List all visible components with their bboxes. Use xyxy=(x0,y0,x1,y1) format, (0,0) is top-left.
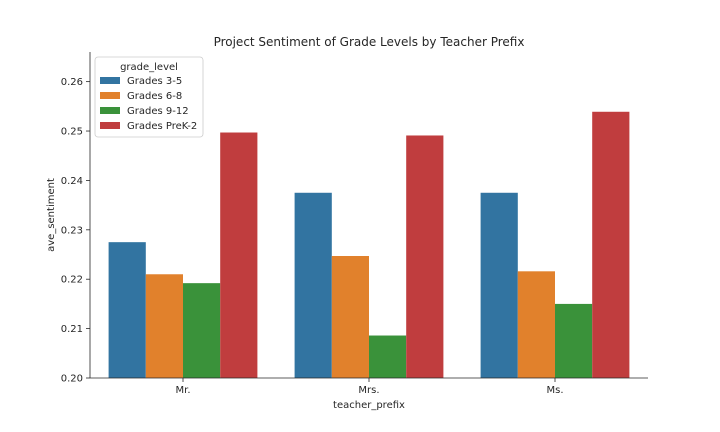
y-tick-label: 0.26 xyxy=(61,77,83,88)
bar-grades-3-5-mr xyxy=(108,242,146,378)
y-axis: 0.20 0.21 0.22 0.23 0.24 0.25 0.26 xyxy=(61,77,90,385)
bar-grades-6-8-mrs xyxy=(331,256,369,378)
legend-swatch xyxy=(100,122,120,129)
legend: grade_level Grades 3-5 Grades 6-8 Grades 9… xyxy=(94,56,204,138)
legend-label: Grades 9-12 xyxy=(127,106,189,117)
bar-grades-9-12-mrs xyxy=(369,335,407,378)
bar-grades-3-5-ms xyxy=(480,192,518,378)
legend-label: Grades 3-5 xyxy=(127,76,182,87)
y-tick-label: 0.21 xyxy=(61,324,83,335)
legend-label: Grades PreK-2 xyxy=(127,121,197,132)
bar-grades-prek-2-mr xyxy=(220,132,258,378)
legend-swatch xyxy=(100,107,120,114)
bar-grades-6-8-mr xyxy=(145,274,183,378)
x-tick-label: Mrs. xyxy=(358,385,379,396)
x-axis-label: teacher_prefix xyxy=(333,400,405,411)
chart-title: Project Sentiment of Grade Levels by Tea… xyxy=(214,35,525,49)
x-tick-label: Mr. xyxy=(176,385,191,396)
bar-grades-6-8-ms xyxy=(517,271,555,378)
bar-grades-3-5-mrs xyxy=(294,192,332,378)
bar-grades-prek-2-mrs xyxy=(406,135,444,378)
y-axis-label: ave_sentiment xyxy=(46,178,57,252)
legend-swatch xyxy=(100,92,120,99)
bar-grades-9-12-mr xyxy=(183,283,221,378)
legend-title: grade_level xyxy=(120,62,178,73)
legend-items: Grades 3-5 Grades 6-8 Grades 9-12 Grades Pr… xyxy=(100,76,197,132)
y-tick-label: 0.23 xyxy=(61,225,83,236)
x-axis: Mr. Mrs. Ms. xyxy=(176,378,564,396)
bar-grades-prek-2-ms xyxy=(592,111,630,379)
y-tick-label: 0.25 xyxy=(61,127,83,138)
y-tick-label: 0.20 xyxy=(61,374,83,385)
legend-label: Grades 6-8 xyxy=(127,91,182,102)
y-tick-label: 0.22 xyxy=(61,275,83,286)
y-tick-label: 0.24 xyxy=(61,176,83,187)
legend-box xyxy=(94,56,204,138)
legend-swatch xyxy=(100,77,120,84)
plot-area xyxy=(108,111,630,379)
bar-grades-9-12-ms xyxy=(555,303,593,378)
x-tick-label: Ms. xyxy=(546,385,563,396)
